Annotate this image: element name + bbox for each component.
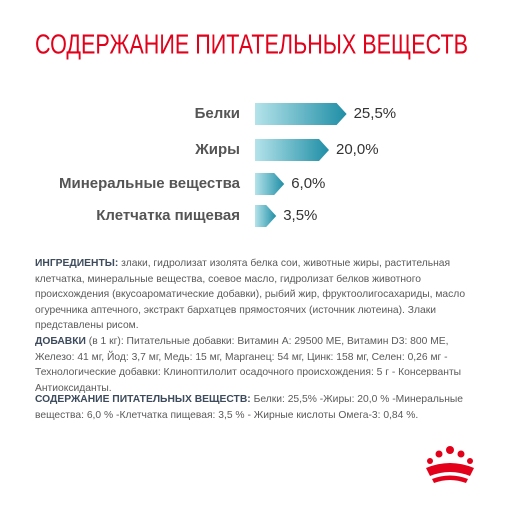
category-label: Минеральные вещества <box>59 175 241 192</box>
section-text: злаки, гидролизат изолята белка сои, жив… <box>35 258 466 331</box>
chart: СОДЕРЖАНИЕ ПИТАТЕЛЬНЫХ ВЕЩЕСТВ Белки 25,5… <box>35 28 468 227</box>
bar <box>255 103 347 125</box>
value-label: 6,0% <box>291 175 325 192</box>
bar <box>255 139 329 161</box>
chart-title: СОДЕРЖАНИЕ ПИТАТЕЛЬНЫХ ВЕЩЕСТВ <box>35 28 468 59</box>
section-heading: ДОБАВКИ <box>35 336 86 347</box>
category-label: Клетчатка пищевая <box>96 207 240 224</box>
ingredients: ИНГРЕДИЕНТЫ: злаки, гидролизат изолята б… <box>35 256 475 334</box>
category-label: Жиры <box>194 141 240 158</box>
value-label: 25,5% <box>354 105 397 122</box>
category-label: Белки <box>195 105 240 122</box>
brand-logo <box>426 446 474 483</box>
bar <box>255 173 285 195</box>
value-label: 3,5% <box>283 207 317 224</box>
section-heading: СОДЕРЖАНИЕ ПИТАТЕЛЬНЫХ ВЕЩЕСТВ: <box>35 394 251 405</box>
bar <box>255 205 277 227</box>
additives: ДОБАВКИ (в 1 кг): Питательные добавки: В… <box>35 334 475 396</box>
section-text: (в 1 кг): Питательные добавки: Витамин А… <box>35 336 462 394</box>
value-label: 20,0% <box>336 141 379 158</box>
nutrients: СОДЕРЖАНИЕ ПИТАТЕЛЬНЫХ ВЕЩЕСТВ: Белки: 2… <box>35 392 475 423</box>
section-text: Белки: 25,5% -Жиры: 20,0 % -Минеральные … <box>35 394 464 421</box>
section-heading: ИНГРЕДИЕНТЫ: <box>35 258 119 269</box>
